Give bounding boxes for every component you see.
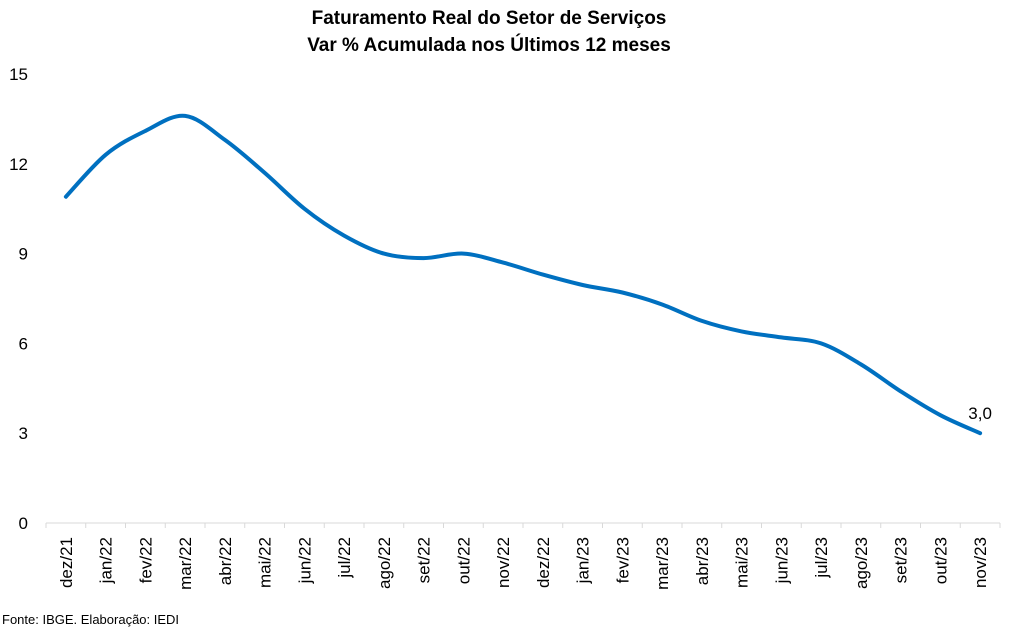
series-line	[63, 113, 983, 436]
x-tick-label: jun/23	[772, 537, 791, 584]
x-tick-label: jun/22	[295, 537, 314, 584]
y-tick-label: 6	[19, 334, 28, 353]
x-tick-label: ago/23	[852, 537, 871, 589]
y-tick-label: 15	[9, 65, 28, 84]
chart-subtitle: Var % Acumulada nos Últimos 12 meses	[307, 35, 671, 56]
data-label-last: 3,0	[968, 404, 992, 423]
x-tick-label: fev/22	[136, 537, 155, 583]
x-tick-label: mai/23	[733, 537, 752, 588]
x-tick-label: out/22	[454, 537, 473, 584]
x-tick-label: dez/22	[534, 537, 553, 588]
y-tick-label: 12	[9, 155, 28, 174]
x-tick-label: set/23	[892, 537, 911, 583]
x-tick-label: out/23	[931, 537, 950, 584]
x-tick-label: jul/22	[335, 537, 354, 579]
y-tick-label: 3	[19, 424, 28, 443]
x-tick-label: mai/22	[256, 537, 275, 588]
y-tick-label: 9	[19, 245, 28, 264]
x-tick-label: fev/23	[613, 537, 632, 583]
x-tick-label: jan/22	[97, 537, 116, 584]
y-tick-label: 0	[19, 514, 28, 533]
x-tick-label: nov/23	[971, 537, 990, 588]
x-tick-label: mar/23	[653, 537, 672, 590]
x-tick-label: ago/22	[375, 537, 394, 589]
source-note: Fonte: IBGE. Elaboração: IEDI	[2, 612, 180, 627]
x-tick-label: mar/22	[176, 537, 195, 590]
x-tick-label: jul/23	[812, 537, 831, 579]
x-tick-label: dez/21	[57, 537, 76, 588]
x-tick-label: abr/22	[216, 537, 235, 585]
x-tick-label: set/22	[415, 537, 434, 583]
x-tick-label: jan/23	[574, 537, 593, 584]
x-tick-label: nov/22	[494, 537, 513, 588]
x-tick-label: abr/23	[693, 537, 712, 585]
chart-title: Faturamento Real do Setor de Serviços	[311, 8, 667, 29]
